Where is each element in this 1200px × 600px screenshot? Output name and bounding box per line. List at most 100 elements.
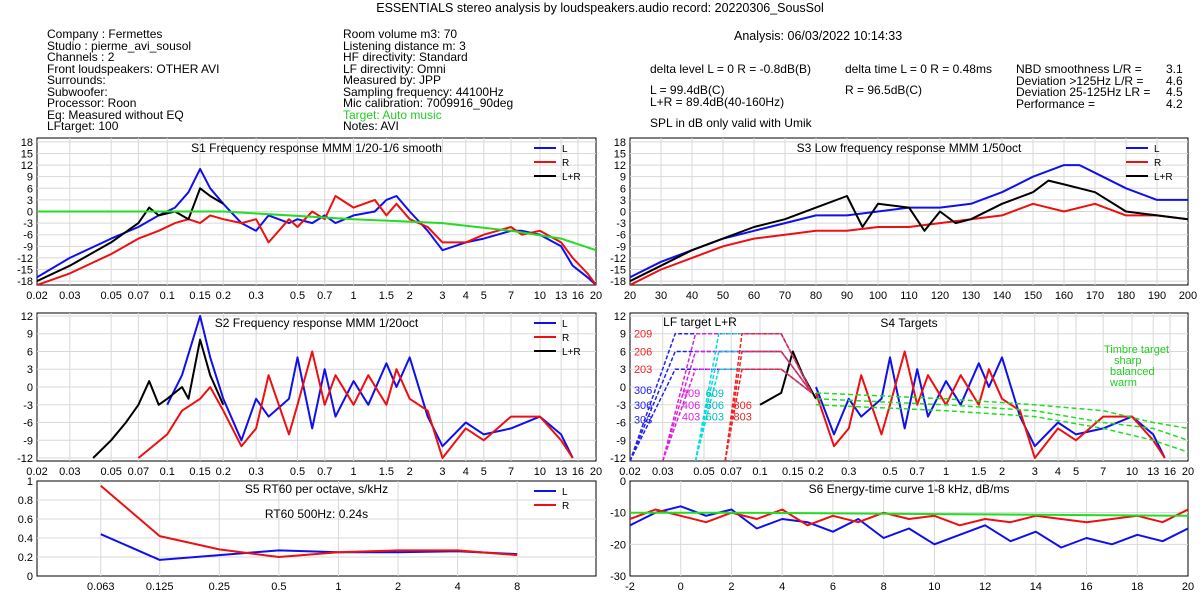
info-eq: Eq: Measured without EQ (47, 107, 184, 122)
x-tick-label: 20 (1182, 581, 1194, 593)
info-front-speakers: Front loudspeakers: OTHER AVI (47, 61, 220, 76)
x-tick-label: 120 (931, 290, 949, 302)
page-title: ESSENTIALS stereo analysis by loudspeake… (376, 1, 824, 15)
y-tick-label: 12 (21, 160, 33, 172)
y-tick-label: 9 (620, 329, 626, 341)
y-tick-label: 0.2 (18, 552, 33, 564)
x-tick-label: 20 (590, 290, 602, 302)
metric-nbd: NBD smoothness L/R = 3.1 (1016, 62, 1183, 76)
x-tick-label: 0.1 (752, 466, 767, 478)
chart-title: S3 Low frequency response MMM 1/50oct (797, 141, 1022, 155)
x-tick-label: 0.7 (910, 466, 925, 478)
target-curve-label: 606 (706, 400, 724, 412)
series-r-line (100, 485, 518, 558)
timbre-warm-label: warm (1109, 377, 1137, 389)
chart-s4: 0.02 0.03 0.05 0.07 0.1 0.15 0.2 0.3 0.5 0.7 1 1.5 2… (610, 311, 1194, 478)
x-tick-label: 0.03 (59, 290, 80, 302)
chart-title: S6 Energy-time curve 1-8 kHz, dB/ms (809, 482, 1010, 496)
legend-label: L (562, 319, 568, 330)
lf-target-label: LF target L+R (663, 315, 737, 329)
x-tick-label: 60 (748, 290, 760, 302)
series-group (100, 485, 518, 561)
info-target: Target: Auto music (343, 107, 442, 122)
series-r-line (137, 350, 574, 459)
y-tick-label: 0 (620, 476, 626, 488)
y-tick-label: -3 (616, 218, 626, 230)
chart-s2: 0.02 0.03 0.05 0.07 0.1 0.15 0.2 0.3 0.5 0.7 1 1.5 2… (17, 311, 602, 478)
target-curve-label: 209 (634, 329, 652, 341)
y-tick-label: -3 (616, 400, 626, 412)
series-group (630, 164, 1188, 285)
target-curve-label: 609 (706, 388, 724, 400)
x-tick-label: 180 (1117, 290, 1135, 302)
x-tick-label: 16 (1164, 466, 1176, 478)
delta-level: delta level L = 0 R = -0.8dB(B) (650, 62, 811, 76)
y-tick-label: -18 (610, 276, 626, 288)
series-r-line (630, 508, 1188, 527)
target-curve-label: 403 (682, 412, 700, 424)
lf-target-trace (630, 368, 813, 461)
chart-s5: 0.063 0.125 0.25 0.5 1 2 4 8 1 0.8 0.6 0.4 0.2 0 S5 RT… (18, 476, 597, 593)
y-tick-label: -6 (23, 418, 33, 430)
y-tick-label: 15 (21, 148, 33, 160)
timbre-target-label: Timbre target (1104, 344, 1169, 356)
legend-label: R (562, 333, 569, 344)
x-tick-label: 0 (678, 581, 684, 593)
x-tick-label: 190 (1148, 290, 1166, 302)
series-target-line (630, 511, 1188, 517)
info-measured-by: Measured by: JPP (343, 73, 442, 87)
x-tick-label: 0.15 (189, 290, 210, 302)
x-tick-label: 2 (728, 581, 734, 593)
x-tick-label: 1 (351, 466, 357, 478)
info-left: Company : Fermettes Studio : pierme_avi_… (47, 28, 220, 133)
x-tick-label: 0.02 (26, 466, 47, 478)
series-lr-line (630, 179, 1188, 282)
x-tick-label: 16 (1080, 581, 1092, 593)
metrics: NBD smoothness L/R = 3.1 Deviation >125Hz… (1016, 62, 1183, 110)
series-group (630, 505, 1188, 549)
x-tick-label: 1 (335, 581, 341, 593)
y-tick-label: 12 (21, 311, 33, 323)
chart-title: S4 Targets (880, 316, 937, 330)
y-tick-label: 0 (620, 207, 626, 219)
x-tick-label: 8 (514, 581, 520, 593)
x-tick-label: 0.3 (248, 290, 263, 302)
legend-label: L+R (1154, 172, 1173, 183)
x-tick-label: 90 (841, 290, 853, 302)
info-surrounds: Surrounds: (47, 73, 106, 87)
y-tick-label: -12 (17, 453, 33, 465)
y-tick-label: -12 (17, 253, 33, 265)
series-group (37, 167, 596, 285)
x-tick-label: 0.2 (216, 466, 231, 478)
y-tick-label: 6 (27, 346, 33, 358)
x-tick-label: 30 (655, 290, 667, 302)
info-room-volume: Room volume m3: 70 (343, 27, 458, 41)
x-tick-label: 1.5 (379, 466, 394, 478)
info-lftarget: LFtarget: 100 (47, 119, 119, 133)
x-tick-label: 10 (928, 581, 940, 593)
x-tick-label: 3 (439, 466, 445, 478)
info-subwoofer: Subwoofer: (47, 84, 108, 99)
y-tick-label: 0 (27, 571, 33, 583)
y-tick-label: -12 (610, 453, 626, 465)
spl-note: SPL in dB only valid with Umik (650, 116, 812, 130)
x-tick-label: 0.125 (146, 581, 174, 593)
x-tick-label: -2 (625, 581, 635, 593)
series-group (630, 332, 1188, 461)
y-tick-label: 0.6 (18, 514, 33, 526)
y-tick-label: 9 (27, 329, 33, 341)
x-tick-label: 0.03 (59, 466, 80, 478)
x-tick-label: 0.5 (290, 290, 305, 302)
y-tick-label: 15 (614, 148, 626, 160)
y-tick-label: -10 (610, 508, 626, 520)
x-tick-label: 0.05 (693, 466, 714, 478)
x-tick-label: 200 (1179, 290, 1197, 302)
x-tick-label: 0.25 (209, 581, 230, 593)
target-curve-label: 803 (733, 412, 751, 424)
y-tick-label: 18 (21, 137, 33, 149)
series-l-line (100, 533, 518, 561)
y-tick-label: -20 (610, 539, 626, 551)
y-tick-label: 6 (620, 346, 626, 358)
x-tick-label: 0.3 (841, 466, 856, 478)
y-tick-label: 12 (614, 311, 626, 323)
